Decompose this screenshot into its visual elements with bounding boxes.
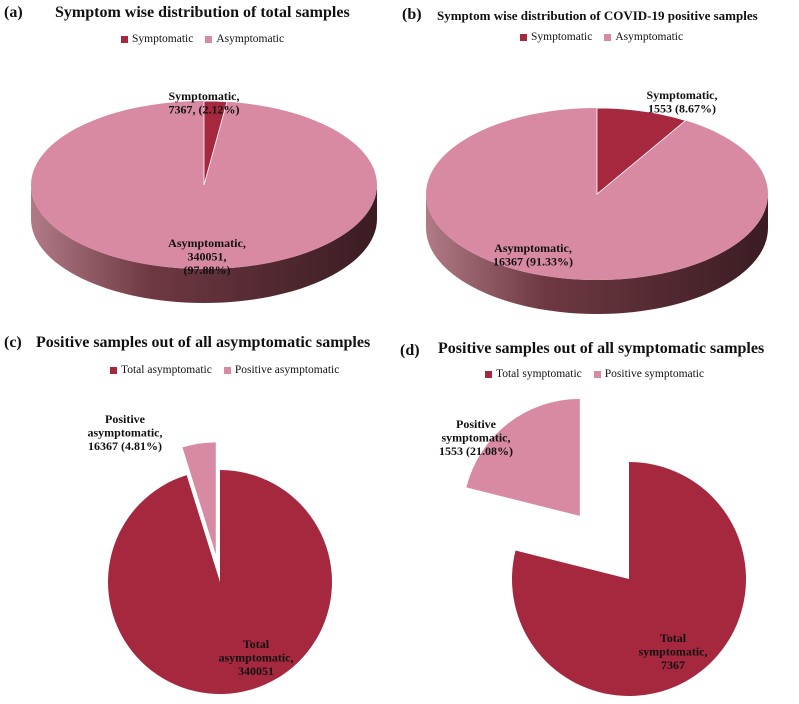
legend-swatch [110,366,117,374]
pie-label-symptomatic-line: 7367, (2.12%) [169,102,240,116]
chart-title-c: Positive samples out of all asymptomatic… [36,334,371,351]
panel-letter-a: (a) [4,4,23,21]
pie-label-symptomatic: Symptomatic, 7367, (2.12%) [169,89,240,116]
chart-title-d: Positive samples out of all symptomatic … [438,340,765,357]
pie-label-total-symptomatic-line: symptomatic, [639,644,708,658]
pie-label-asymptomatic-line: Asymptomatic, [168,236,246,250]
pie-label-total-symptomatic-line: 7367 [661,658,685,672]
pie-label-positive-symptomatic-line: 1553 (21.08%) [439,444,513,458]
legend-item-positive-symptomatic: Positive symptomatic [593,368,705,380]
pie-label-symptomatic: Symptomatic, 1553 (8.67%) [647,88,718,115]
legend-item-symptomatic: Symptomatic [520,31,592,43]
pie-label-positive-asymptomatic-line: asymptomatic, [88,425,163,439]
legend-swatch [604,33,612,41]
chart-title-b: Symptom wise distribution of COVID-19 po… [437,8,758,23]
pie-slice-total-asymptomatic [107,470,332,694]
legend-item-total-asymptomatic: Total asymptomatic [110,364,212,376]
legend-b: Symptomatic Asymptomatic [520,31,695,43]
legend-item-total-symptomatic: Total symptomatic [485,368,582,380]
legend-swatch [520,33,527,41]
pie-slice-positive-symptomatic [466,398,580,516]
pie-label-symptomatic-line: Symptomatic, [647,88,718,102]
legend-d: Total symptomatic Positive symptomatic [485,368,716,380]
legend-swatch [205,35,213,43]
pie-label-total-asymptomatic-line: asymptomatic, [219,650,294,664]
pie-label-asymptomatic: Asymptomatic, 340051, (97.88%) [168,236,246,277]
panel-b: (b) Symptom wise distribution of COVID-1… [400,0,799,330]
pie-slice-total-symptomatic [512,462,746,696]
pie-label-positive-symptomatic: Positive symptomatic, 1553 (21.08%) [439,417,513,458]
legend-swatch [223,366,231,374]
legend-swatch [485,370,492,378]
pie-slice-positive-asymptomatic [182,442,216,555]
pie-slice-symptomatic [203,100,228,186]
legend-label: Total asymptomatic [121,364,212,376]
pie-label-total-symptomatic-line: Total [660,631,687,645]
legend-label: Asymptomatic [216,33,285,45]
legend-label: Positive asymptomatic [234,364,340,376]
pie-label-total-symptomatic: Total symptomatic, 7367 [639,631,708,672]
pie-label-symptomatic-line: 1553 (8.67%) [648,101,716,115]
pie-label-total-asymptomatic-line: 340051 [238,664,274,678]
legend-item-asymptomatic: Asymptomatic [604,31,683,43]
legend-label: Total symptomatic [496,368,582,380]
pie-label-symptomatic-line: Symptomatic, [169,89,240,103]
pie-label-asymptomatic-line: 16367 (91.33%) [493,254,573,268]
panel-a: (a) Symptom wise distribution of total s… [0,0,400,330]
panel-letter-c: (c) [4,334,22,351]
panel-letter-d: (d) [400,342,420,359]
panel-letter-b: (b) [402,6,422,23]
legend-swatch [593,370,601,378]
legend-item-symptomatic: Symptomatic [121,33,193,45]
pie-slice-symptomatic [596,107,687,195]
pie-label-total-asymptomatic-line: Total [243,637,270,651]
pie-label-asymptomatic-line: (97.88%) [184,263,231,277]
pie-label-asymptomatic-line: 340051, [188,249,227,263]
pie-side-wall [31,185,377,303]
pie-label-positive-asymptomatic-line: Positive [105,412,146,426]
legend-label: Asymptomatic [615,31,684,43]
pie-label-positive-symptomatic-line: symptomatic, [442,430,511,444]
pie-side-wall [426,194,768,314]
legend-label: Positive symptomatic [604,368,705,380]
pie-label-asymptomatic-line: Asymptomatic, [494,241,572,255]
legend-c: Total asymptomatic Positive asymptomatic [110,364,351,376]
pie-label-positive-symptomatic-line: Positive [456,417,497,431]
legend-swatch [121,35,128,43]
pie-label-positive-asymptomatic-line: 16367 (4.81%) [88,439,162,453]
pie-label-total-asymptomatic: Total asymptomatic, 340051 [219,637,294,678]
panel-d: (d) Positive samples out of all symptoma… [400,330,799,704]
legend-item-asymptomatic: Asymptomatic [205,33,284,45]
pie-label-positive-asymptomatic: Positive asymptomatic, 16367 (4.81%) [88,412,163,453]
legend-item-positive-asymptomatic: Positive asymptomatic [223,364,340,376]
legend-label: Symptomatic [132,33,194,45]
legend-a: Symptomatic Asymptomatic [121,33,296,45]
pie-label-asymptomatic: Asymptomatic, 16367 (91.33%) [493,241,573,268]
panel-c: (c) Positive samples out of all asymptom… [0,330,400,704]
chart-title-a: Symptom wise distribution of total sampl… [55,4,350,21]
legend-label: Symptomatic [531,31,593,43]
